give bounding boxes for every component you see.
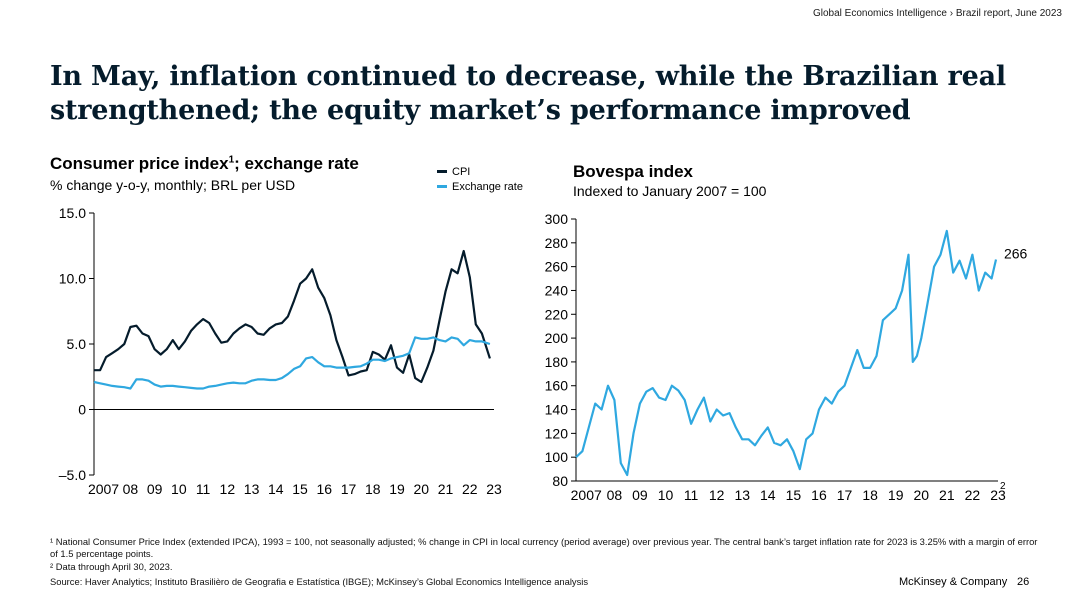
x-tick-label: 20 — [413, 481, 429, 497]
x-tick-label: 17 — [341, 481, 357, 497]
y-tick-label: 5.0 — [67, 336, 87, 352]
legend-label-cpi: CPI — [452, 165, 471, 178]
right-chart-subtitle: Indexed to January 2007 = 100 — [573, 183, 767, 199]
left-chart-subtitle: % change y-o-y, monthly; BRL per USD — [50, 177, 296, 193]
legend-swatch-cpi — [437, 170, 447, 173]
x-tick-label: 16 — [317, 481, 333, 497]
x-tick-label: 12 — [709, 487, 725, 503]
series-line-cpi — [94, 249, 491, 384]
x-tick-label: 10 — [658, 487, 674, 503]
legend-item-exchange-rate: Exchange rate — [437, 179, 523, 194]
y-tick-label: 15.0 — [59, 205, 86, 221]
x-tick-label: 22 — [965, 487, 981, 503]
legend-label-exchange-rate: Exchange rate — [452, 180, 523, 193]
source-note: Source: Haver Analytics; Instituto Brasi… — [50, 576, 589, 587]
y-tick-label: 120 — [545, 425, 569, 441]
right-chart-title: Bovespa index — [573, 162, 693, 181]
footnote-2: ² Data through April 30, 2023. — [50, 561, 173, 572]
y-tick-label: 180 — [545, 354, 569, 370]
x-tick-label: 16 — [811, 487, 827, 503]
x-tick-label: 11 — [684, 487, 699, 503]
left-chart-title-footnote-ref: 1 — [228, 154, 235, 166]
x-tick-label: 14 — [760, 487, 776, 503]
y-tick-label: 140 — [545, 402, 569, 418]
bovespa-end-value-label: 266 — [1004, 245, 1028, 261]
x-tick-label: 18 — [862, 487, 878, 503]
x-tick-label: 10 — [171, 481, 187, 497]
x-tick-label: 23 — [486, 481, 502, 497]
y-tick-label: 280 — [545, 235, 569, 251]
x-tick-label: 2007 — [571, 487, 602, 503]
y-tick-label: 100 — [545, 449, 569, 465]
left-chart-title-rest: ; exchange rate — [234, 154, 359, 173]
x-tick-label: 09 — [632, 487, 648, 503]
y-tick-label: 300 — [545, 211, 569, 227]
left-chart-legend: CPI Exchange rate — [437, 164, 523, 194]
series-line-bovespa — [575, 229, 998, 477]
x-tick-label: 19 — [389, 481, 405, 497]
series-line-exchange-rate — [93, 336, 491, 390]
legend-swatch-exchange-rate — [437, 185, 447, 188]
y-tick-label: 10.0 — [59, 271, 86, 287]
y-tick-label: 260 — [545, 259, 569, 275]
y-tick-label: 220 — [545, 306, 569, 322]
x-tick-label: 12 — [220, 481, 236, 497]
left-chart-title: Consumer price index1; exchange rate — [50, 154, 359, 174]
x-tick-label: 08 — [123, 481, 139, 497]
x-tick-label: 13 — [244, 481, 260, 497]
x-tick-label: 18 — [365, 481, 381, 497]
x-tick-label: 22 — [462, 481, 478, 497]
x-tick-label: 13 — [734, 487, 750, 503]
page-title-line1: In May, inflation continued to decrease,… — [50, 61, 1006, 92]
y-tick-label: 240 — [545, 282, 569, 298]
x-tick-label: 09 — [147, 481, 163, 497]
x-tick-label: 21 — [939, 487, 955, 503]
brand-name: McKinsey & Company — [899, 576, 1008, 588]
x-tick-label: 2007 — [88, 481, 119, 497]
x-axis-footnote-ref: 2 — [1000, 481, 1006, 492]
x-tick-label: 11 — [196, 481, 211, 497]
y-tick-label: 80 — [552, 473, 568, 489]
y-tick-label: –5.0 — [59, 467, 86, 483]
page-title-line2: strengthened; the equity market’s perfor… — [50, 95, 911, 126]
x-tick-label: 08 — [607, 487, 623, 503]
page-title: In May, inflation continued to decrease,… — [50, 60, 1030, 128]
y-tick-label: 160 — [545, 378, 569, 394]
left-chart-title-main: Consumer price index — [50, 154, 229, 173]
legend-item-cpi: CPI — [437, 164, 523, 179]
x-tick-label: 19 — [888, 487, 904, 503]
x-tick-label: 15 — [292, 481, 308, 497]
x-tick-label: 23 — [990, 487, 1006, 503]
x-tick-label: 15 — [786, 487, 802, 503]
y-tick-label: 200 — [545, 330, 569, 346]
report-reference: Global Economics Intelligence › Brazil r… — [812, 8, 1062, 19]
x-tick-label: 21 — [438, 481, 454, 497]
x-tick-label: 20 — [913, 487, 929, 503]
x-tick-label: 17 — [837, 487, 853, 503]
footnote-1: ¹ National Consumer Price Index (extende… — [50, 536, 1038, 559]
y-tick-label: 0 — [78, 402, 86, 418]
page-number: 26 — [1017, 576, 1030, 588]
x-tick-label: 14 — [268, 481, 284, 497]
